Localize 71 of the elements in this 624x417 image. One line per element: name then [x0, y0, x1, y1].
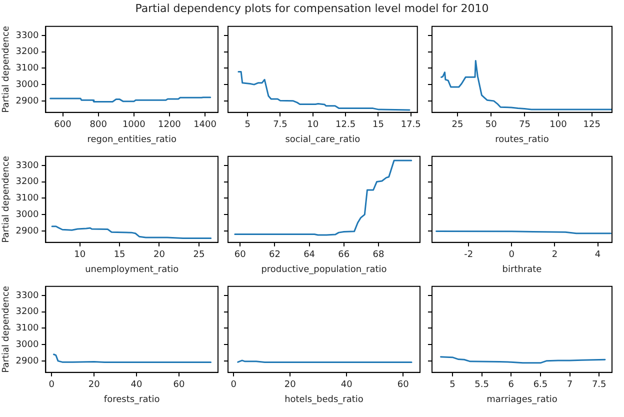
x-tick-label: 0 [508, 250, 515, 260]
x-tick-label: 17.5 [400, 120, 421, 130]
x-axis-title: hotels_beds_ratio [284, 394, 364, 405]
y-tick-label: 2900 [16, 96, 39, 106]
y-tick-label: 3000 [16, 80, 39, 90]
x-axis-title: marriages_ratio [486, 394, 558, 405]
x-tick-label: 12.5 [336, 120, 356, 130]
x-tick-label: 10 [307, 120, 319, 130]
x-tick-label: 25 [452, 120, 464, 130]
x-tick-label: 7.5 [592, 380, 606, 390]
y-tick-label: 3000 [16, 210, 39, 220]
x-tick-label: 800 [90, 120, 108, 130]
x-tick-label: 15 [114, 250, 126, 260]
x-tick-label: 62 [268, 250, 280, 260]
x-tick-label: 60 [397, 380, 410, 390]
x-tick-label: 15 [372, 120, 384, 130]
x-axis-title: unemployment_ratio [85, 264, 180, 275]
x-tick-label: 40 [340, 380, 353, 390]
x-tick-label: 68 [372, 250, 384, 260]
x-tick-label: 20 [154, 250, 166, 260]
text: Partial dependency plots for compensation level model for 2010 [134, 2, 490, 15]
x-axis-title: birthrate [502, 264, 542, 275]
x-tick-label: 60 [234, 250, 246, 260]
x-tick-label: 125 [583, 120, 600, 130]
x-tick-label: 10 [74, 250, 86, 260]
y-tick-label: 3100 [16, 194, 39, 204]
y-tick-label: 3100 [16, 324, 39, 334]
y-tick-label: 3200 [16, 47, 39, 58]
y-tick-label: 3000 [16, 340, 39, 350]
x-tick-label: 600 [54, 120, 72, 130]
x-tick-label: 66 [338, 250, 350, 260]
x-tick-label: 5 [450, 380, 456, 390]
x-axis-title: routes_ratio [495, 134, 550, 145]
x-tick-label: 40 [130, 380, 143, 390]
x-tick-label: 7.5 [273, 120, 288, 130]
x-tick-label: 0 [230, 380, 237, 390]
x-tick-label: 0 [48, 380, 55, 390]
x-tick-label: -2 [464, 250, 474, 260]
y-tick-label: 3200 [16, 307, 39, 318]
y-tick-label: 3200 [16, 177, 39, 188]
x-tick-label: 75 [518, 120, 530, 130]
x-tick-label: 7 [566, 380, 573, 390]
y-tick-label: 2900 [16, 356, 39, 366]
x-axis-title: productive_population_ratio [261, 264, 388, 275]
x-tick-label: 25 [193, 250, 205, 260]
x-tick-label: 50 [485, 120, 498, 130]
y-tick-label: 3100 [16, 64, 39, 74]
x-axis-title: social_care_ratio [285, 134, 361, 145]
y-tick-label: 2900 [16, 226, 39, 236]
x-tick-label: 6 [508, 380, 514, 390]
x-tick-label: 5.5 [474, 380, 489, 390]
x-tick-label: 64 [304, 250, 316, 260]
x-tick-label: 1200 [158, 120, 182, 130]
y-axis-title: Partial dependence [2, 26, 12, 113]
y-axis-title: Partial dependence [2, 156, 12, 243]
x-tick-label: 20 [88, 380, 100, 390]
x-axis-title: forests_ratio [104, 394, 160, 405]
x-tick-label: 4 [594, 250, 601, 260]
x-axis-title: regon_entities_ratio [87, 134, 177, 145]
y-tick-label: 3300 [16, 160, 39, 171]
y-tick-label: 3300 [16, 30, 39, 41]
x-tick-label: 1000 [122, 120, 146, 130]
x-tick-label: 60 [173, 380, 185, 390]
x-tick-label: 20 [284, 380, 296, 390]
x-tick-label: 5 [244, 120, 250, 130]
y-tick-label: 3300 [16, 290, 39, 301]
x-tick-label: 1400 [194, 120, 217, 130]
y-axis-title: Partial dependence [2, 286, 12, 373]
x-tick-label: 2 [552, 250, 558, 260]
x-tick-label: 100 [550, 120, 568, 130]
x-tick-label: 6.5 [533, 380, 548, 390]
